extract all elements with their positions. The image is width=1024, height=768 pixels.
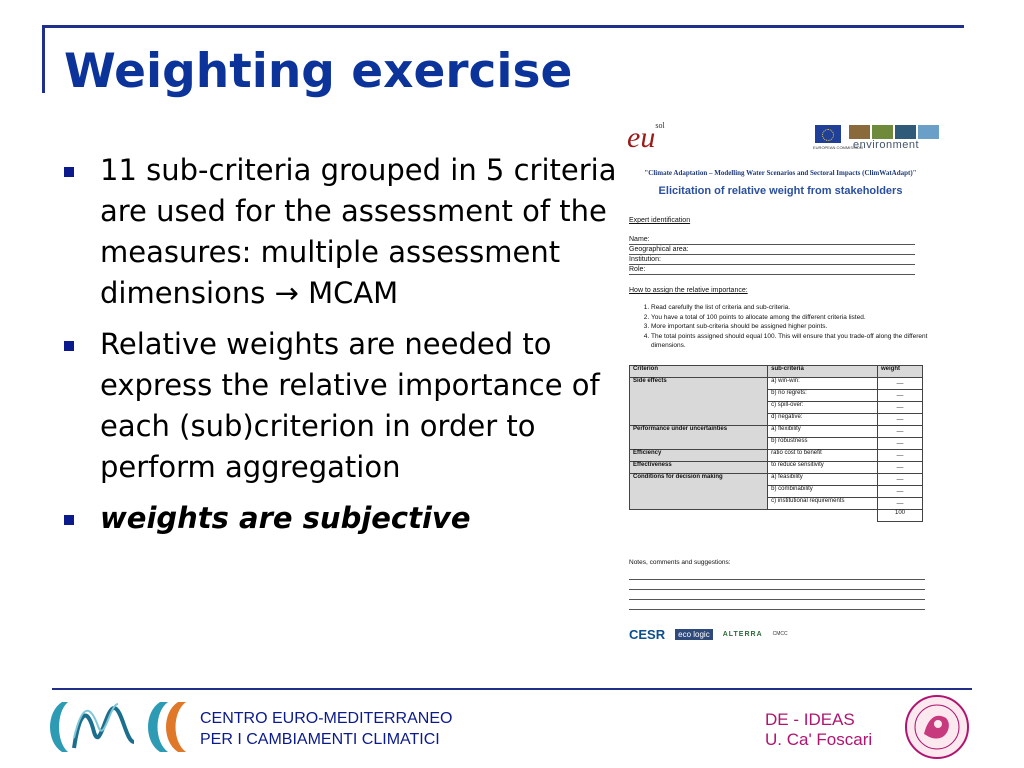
weight-cell: __: [877, 485, 923, 498]
cmcc-logo: CMCC: [772, 631, 788, 637]
notes-line: [629, 609, 925, 610]
total-cell: 100: [877, 509, 923, 522]
bullet-text: weights are subjective: [100, 501, 471, 535]
project-title: "Climate Adaptation – Modelling Water Sc…: [644, 169, 917, 177]
bullet-text: Relative weights are needed to express t…: [100, 327, 600, 484]
subcriterion-cell: d) negative:: [767, 413, 878, 426]
table-header: sub-criteria: [767, 365, 878, 378]
square-bullet-icon: [64, 341, 74, 351]
criteria-table: Criterion sub-criteria weight Side effec…: [628, 365, 923, 522]
footer-right-line2: U. Ca' Foscari: [765, 730, 873, 749]
bullet-text: 11 sub-criteria grouped in 5 criteria ar…: [100, 153, 617, 310]
bullet-list: 11 sub-criteria grouped in 5 criteria ar…: [62, 150, 622, 549]
subcriterion-cell: b) no regrets:: [767, 389, 878, 402]
how-heading: How to assign the relative importance:: [629, 287, 748, 294]
square-bullet-icon: [64, 515, 74, 525]
form-field: Role:: [629, 265, 915, 275]
weight-cell: __: [877, 377, 923, 390]
criterion-cell: Conditions for decision making: [628, 473, 769, 510]
instruction-item: More important sub-criteria should be as…: [651, 322, 951, 332]
title-frame-vertical: [42, 25, 45, 93]
eu-flag-icon: [815, 125, 841, 143]
form-field: Institution:: [629, 255, 915, 265]
footer-right: DE - IDEAS U. Ca' Foscari: [765, 710, 872, 750]
notes-line: [629, 579, 925, 580]
footer-line: [52, 688, 972, 690]
bullet-item: Relative weights are needed to express t…: [62, 324, 622, 488]
criterion-cell: Side effects: [628, 377, 769, 426]
notes-line: [629, 589, 925, 590]
subcriterion-cell: a) feasibility: [767, 473, 878, 486]
partner-logos: CESR eco logic ALTERRA CMCC: [629, 623, 939, 645]
instruction-item: You have a total of 100 points to alloca…: [651, 313, 951, 323]
form-field: Geographical area:: [629, 245, 915, 255]
subcriterion-cell: c) institutional requirements: [767, 497, 878, 510]
table-header: Criterion: [628, 365, 769, 378]
subcriterion-cell: ratio cost to benefit: [767, 449, 878, 462]
alterra-logo: ALTERRA: [722, 630, 763, 638]
weight-cell: __: [877, 389, 923, 402]
footer-right-line1: DE - IDEAS: [765, 710, 855, 729]
environment-label: environment: [853, 139, 920, 151]
footer-org-line2: PER I CAMBIAMENTI CLIMATICI: [200, 731, 440, 748]
table-header: weight: [877, 365, 923, 378]
subcriterion-cell: c) spill-over:: [767, 401, 878, 414]
footer-org: CENTRO EURO-MEDITERRANEO PER I CAMBIAMEN…: [200, 708, 452, 750]
subcriterion-cell: b) combinability: [767, 485, 878, 498]
criterion-cell: Performance under uncertainties: [628, 425, 769, 450]
slide-title: Weighting exercise: [64, 44, 573, 99]
subcriterion-cell: to reduce sensitivity: [767, 461, 878, 474]
weight-cell: __: [877, 401, 923, 414]
weight-cell: __: [877, 449, 923, 462]
weight-cell: __: [877, 437, 923, 450]
instruction-list: Read carefully the list of criteria and …: [639, 303, 951, 351]
footer-org-line1: CENTRO EURO-MEDITERRANEO: [200, 710, 453, 727]
ca-foscari-seal-icon: [905, 695, 969, 759]
criterion-cell: Efficiency: [628, 449, 769, 462]
subcriterion-cell: b) robustness: [767, 437, 878, 450]
cmcc-waves-logo-icon: [50, 702, 186, 752]
instruction-item: Read carefully the list of criteria and …: [651, 303, 951, 313]
weight-cell: __: [877, 473, 923, 486]
weight-cell: __: [877, 497, 923, 510]
form-field: Name:: [629, 235, 915, 245]
weight-cell: __: [877, 425, 923, 438]
criterion-cell: Effectiveness: [628, 461, 769, 474]
ecologic-logo: eco logic: [675, 628, 713, 640]
cesr-logo: CESR: [629, 626, 666, 642]
instruction-item: The total points assigned should equal 1…: [651, 332, 951, 351]
weight-cell: __: [877, 461, 923, 474]
form-title: Elicitation of relative weight from stak…: [658, 185, 903, 197]
bullet-item: weights are subjective: [62, 498, 622, 539]
eu-logo: eusol: [627, 121, 665, 154]
notes-line: [629, 599, 925, 600]
subcriterion-cell: a) win-win:: [767, 377, 878, 390]
square-bullet-icon: [64, 167, 74, 177]
environment-banner: [849, 125, 939, 139]
notes-label: Notes, comments and suggestions:: [629, 559, 731, 566]
weight-cell: __: [877, 413, 923, 426]
expert-heading: Expert identification: [629, 217, 691, 224]
title-frame-horizontal: [42, 25, 964, 28]
questionnaire-image: eusol EUROPEAN COMMISSION environment "C…: [617, 117, 944, 647]
commission-text: EUROPEAN COMMISSION: [813, 145, 863, 150]
bullet-item: 11 sub-criteria grouped in 5 criteria ar…: [62, 150, 622, 314]
subcriterion-cell: a) flexibility: [767, 425, 878, 438]
